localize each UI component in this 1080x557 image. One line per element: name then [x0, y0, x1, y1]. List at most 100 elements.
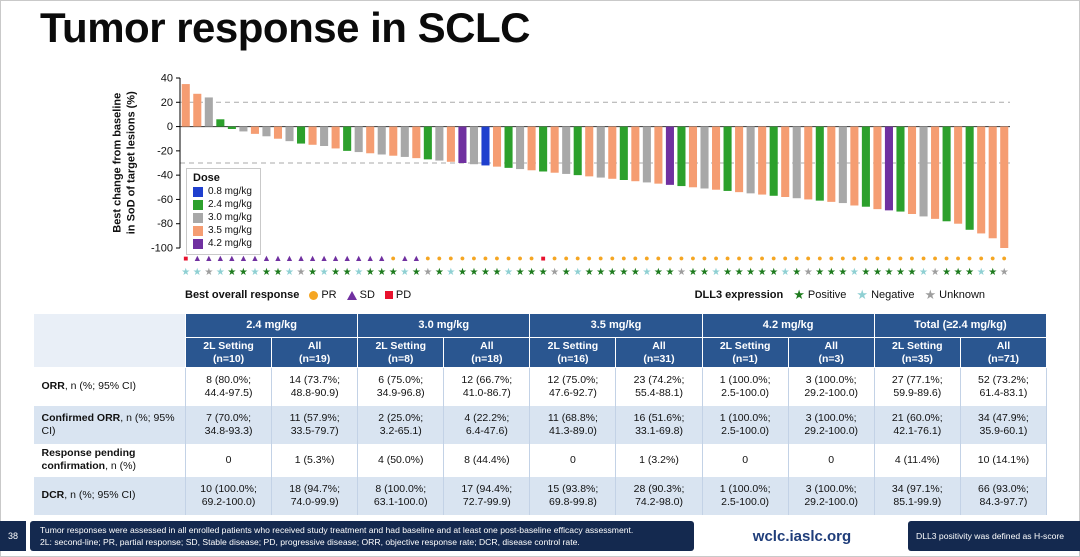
response-marker: ▲: [297, 253, 306, 263]
response-marker: ●: [736, 253, 741, 263]
response-marker: ●: [460, 253, 465, 263]
dll3-marker: ★: [216, 267, 225, 278]
dll3-marker: ★: [516, 267, 525, 278]
response-marker: ●: [909, 253, 914, 263]
waterfall-bar: [735, 126, 744, 193]
table-subheader: 2L Setting (n=10): [184, 336, 273, 369]
table-row: Response pending confirmation, n (%) 0 1 (…: [33, 443, 1048, 477]
dose-label: 3.0 mg/kg: [208, 212, 252, 223]
waterfall-bar: [688, 126, 698, 188]
table-corner-cell: [33, 312, 186, 369]
waterfall-bar: [954, 126, 963, 224]
dll3-marker: ★: [677, 267, 686, 278]
response-marker: ●: [425, 253, 430, 263]
table-row: ORR, n (%; 95% CI) 8 (80.0%; 44.4-97.5) 14…: [33, 367, 1048, 406]
legend-label: Negative: [871, 289, 915, 301]
waterfall-bar: [389, 126, 398, 156]
waterfall-bar: [320, 126, 329, 146]
table-cell: 8 (44.4%): [443, 443, 531, 477]
response-marker: ▲: [343, 253, 352, 263]
dose-legend-title: Dose: [193, 172, 220, 184]
response-marker: ●: [875, 253, 880, 263]
waterfall-bar: [596, 126, 605, 178]
response-marker: ●: [506, 253, 511, 263]
waterfall-bar: [181, 84, 190, 127]
dll3-marker: ★: [262, 267, 271, 278]
waterfall-bar: [665, 126, 674, 185]
waterfall-bar: [642, 126, 651, 183]
waterfall-bar: [838, 126, 847, 204]
table-group-header: 2.4 mg/kg: [184, 313, 359, 338]
dose-legend: Dose 0.8 mg/kg 2.4 mg/kg 3.0 mg/kg 3.5 mg/k…: [186, 168, 261, 255]
legend-label: Unknown: [939, 289, 985, 301]
table-cell: 2 (25.0%; 3.2-65.1): [357, 405, 445, 444]
table-cell: 1 (5.3%): [271, 443, 359, 477]
table-cell: 52 (73.2%; 61.4-83.1): [960, 367, 1048, 406]
square-glyph: [384, 291, 393, 299]
dose-legend-item: 0.8 mg/kg: [193, 185, 252, 198]
table-cell: 21 (60.0%; 42.1-76.1): [874, 405, 961, 444]
table-cell: 15 (93.8%; 69.8-99.8): [529, 476, 617, 515]
dose-label: 2.4 mg/kg: [208, 199, 252, 210]
response-marker: ●: [921, 253, 926, 263]
response-marker: ●: [391, 253, 396, 263]
row-label-rest: , n (%): [105, 460, 137, 473]
response-marker: ▲: [412, 253, 421, 263]
legend-item: PD: [384, 289, 412, 301]
table-cell: 34 (97.1%; 85.1-99.9): [874, 476, 961, 515]
table-cell: 10 (14.1%): [960, 443, 1048, 477]
response-marker: ▲: [308, 253, 317, 263]
dll3-marker: ★: [585, 267, 594, 278]
table-cell: 34 (47.9%; 35.9-60.1): [960, 405, 1048, 444]
table-row: DCR, n (%; 95% CI) 10 (100.0%; 69.2-100.0…: [33, 476, 1048, 515]
waterfall-bar: [815, 126, 824, 201]
dll3-marker: ★: [320, 267, 329, 278]
waterfall-bar: [631, 126, 640, 182]
table-cell: 11 (57.9%; 33.5-79.7): [271, 405, 359, 444]
response-marker: ●: [840, 253, 845, 263]
dll3-marker: ★: [366, 267, 375, 278]
dll3-marker: ★: [896, 267, 905, 278]
dll3-marker: ★: [343, 267, 352, 278]
waterfall-bar: [331, 126, 340, 149]
star-glyph: ★: [793, 287, 805, 302]
dll3-marker: ★: [274, 267, 283, 278]
waterfall-bar: [873, 126, 882, 210]
legend-label: PR: [321, 289, 337, 301]
dll3-marker: ★: [723, 267, 732, 278]
dll3-marker: ★: [850, 267, 859, 278]
y-tick-label: 0: [167, 121, 173, 133]
response-marker: ●: [437, 253, 442, 263]
dose-legend-item: 4.2 mg/kg: [193, 237, 252, 250]
dll3-marker: ★: [331, 267, 340, 278]
dll3-marker: ★: [227, 267, 236, 278]
table-subheader: 2L Setting (n=1): [701, 336, 789, 369]
response-marker: ▲: [262, 253, 271, 263]
legend-label: PD: [395, 289, 412, 301]
y-tick-label: -20: [157, 145, 173, 157]
dll3-marker: ★: [285, 267, 294, 278]
dll3-marker: ★: [435, 267, 444, 278]
table-cell: 4 (22.2%; 6.4-47.6): [443, 405, 531, 444]
response-marker: ●: [598, 253, 603, 263]
waterfall-bar: [850, 126, 859, 206]
waterfall-bar: [504, 126, 513, 168]
dll3-marker: ★: [654, 267, 663, 278]
response-marker: ▲: [331, 253, 340, 263]
waterfall-bar: [250, 126, 259, 134]
dll3-marker: ★: [919, 267, 928, 278]
response-marker: ●: [587, 253, 592, 263]
waterfall-bar: [297, 126, 306, 144]
dll3-marker: ★: [827, 267, 836, 278]
dll3-marker: ★: [608, 267, 617, 278]
waterfall-bar: [562, 126, 571, 174]
site-link[interactable]: wclc.iaslc.org: [752, 527, 852, 545]
waterfall-chart: 40200-20-40-60-80-100■★▲★▲★▲★▲★▲★▲★▲★▲★▲…: [151, 73, 1010, 278]
legend-label: SD: [359, 289, 375, 301]
dll3-footnote: DLL3 positivity was defined as H-score: [908, 521, 1080, 551]
response-marker: ●: [633, 253, 638, 263]
dll3-marker: ★: [400, 267, 409, 278]
waterfall-bar: [758, 126, 767, 195]
dll3-marker: ★: [308, 267, 317, 278]
waterfall-bar: [931, 126, 940, 219]
